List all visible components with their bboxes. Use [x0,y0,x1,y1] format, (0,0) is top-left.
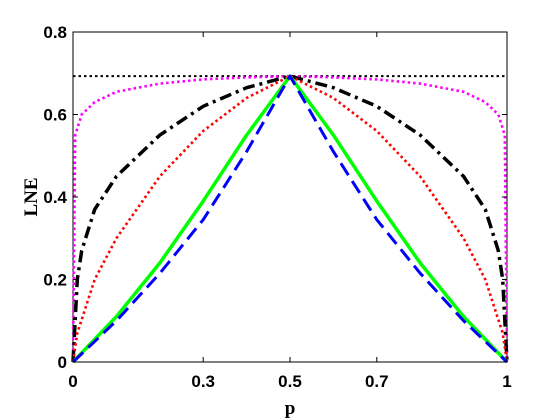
x-tick-label: 0.3 [191,372,215,391]
y-tick-label: 0.4 [43,188,67,207]
x-tick-label: 0.7 [365,372,389,391]
x-tick-label: 1 [502,372,511,391]
y-axis-label: LNE [21,177,42,216]
y-tick-label: 0.6 [43,106,67,125]
tick-layer: 0 0.3 0.5 0.7 1 0 0.2 0.4 0.6 0.8 [43,23,511,391]
plot-area [72,31,508,363]
series-line-3 [71,74,509,363]
y-tick-label: 0.2 [43,271,67,290]
y-tick-label: 0.8 [43,23,67,42]
y-tick-label: 0 [58,353,67,372]
x-axis-label: p [285,398,296,419]
series-line-6 [71,74,509,364]
x-tick-label: 0.5 [278,372,302,391]
series-line-2 [71,74,509,363]
series-line-4 [71,74,509,363]
x-tick-label: 0 [68,372,77,391]
series-layer [71,74,509,364]
